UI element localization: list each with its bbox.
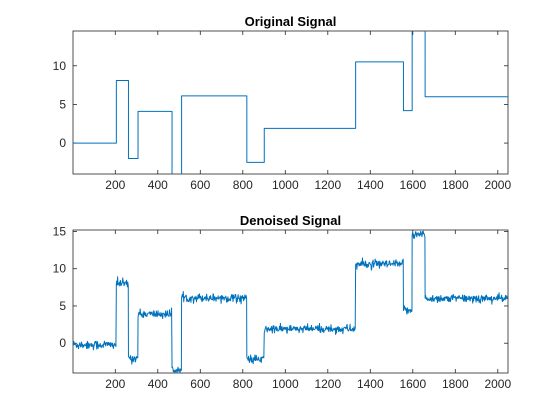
original-signal-x-tick-label: 200 [105, 178, 125, 192]
denoised-signal-x-tick-label: 2000 [484, 377, 511, 391]
original-signal-axes: Original Signal 200 400 600 800 1000 1200 1400… [53, 14, 512, 192]
original-signal-x-tick-label: 1400 [357, 178, 384, 192]
original-signal-x-tick-label: 2000 [484, 178, 511, 192]
original-signal-y-tick-label: 10 [53, 59, 67, 73]
denoised-signal-y-tick-label: 5 [59, 299, 66, 313]
denoised-signal-x-tick-label: 400 [148, 377, 168, 391]
original-signal-plot-area [72, 30, 509, 175]
original-signal-x-tick-label: 1600 [399, 178, 426, 192]
denoised-signal-y-tick-label: 10 [53, 262, 67, 276]
denoised-signal-y-tick-label: 15 [53, 224, 67, 238]
denoised-signal-line [73, 230, 508, 373]
original-signal-y-tick-label: 5 [59, 97, 66, 111]
denoised-signal-x-tick-label: 200 [105, 377, 125, 391]
original-signal-line [73, 31, 508, 174]
denoised-signal-title: Denoised Signal [240, 213, 341, 228]
original-signal-y-tick-label: 0 [59, 136, 66, 150]
original-signal-x-tick-label: 400 [148, 178, 168, 192]
original-signal-x-tick-label: 800 [233, 178, 253, 192]
denoised-signal-y-tick-label: 0 [59, 336, 66, 350]
denoised-signal-axes: Denoised Signal 200 400 600 800 1000 1200 1400… [53, 213, 512, 391]
original-signal-x-tick-label: 600 [190, 178, 210, 192]
denoised-signal-x-tick-label: 1400 [357, 377, 384, 391]
denoised-signal-plot-area [72, 229, 509, 374]
denoised-signal-x-tick-label: 800 [233, 377, 253, 391]
denoised-signal-x-tick-label: 1600 [399, 377, 426, 391]
original-signal-title: Original Signal [245, 14, 337, 29]
denoised-signal-x-tick-label: 600 [190, 377, 210, 391]
denoised-signal-x-tick-label: 1200 [314, 377, 341, 391]
denoised-signal-x-tick-label: 1800 [442, 377, 469, 391]
original-signal-x-tick-label: 1000 [272, 178, 299, 192]
original-signal-x-tick-label: 1200 [314, 178, 341, 192]
original-signal-x-tick-label: 1800 [442, 178, 469, 192]
denoised-signal-x-tick-label: 1000 [272, 377, 299, 391]
